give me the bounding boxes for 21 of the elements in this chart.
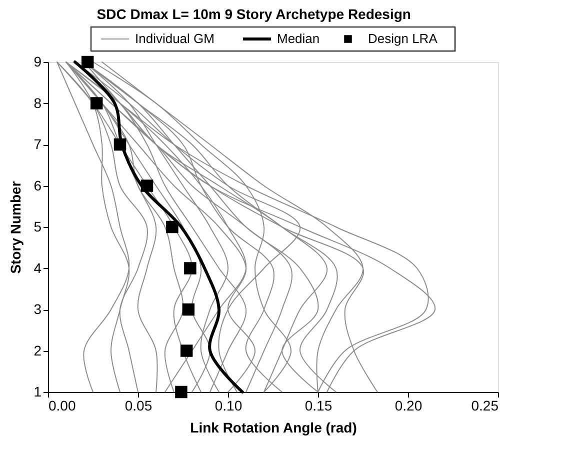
- chart-title: SDC Dmax L= 10m 9 Story Archetype Redesign: [96, 6, 411, 22]
- y-tick-label: 7: [34, 136, 42, 152]
- y-tick-label: 9: [34, 54, 42, 70]
- y-tick-label: 4: [34, 260, 42, 276]
- y-tick-label: 5: [34, 218, 42, 234]
- x-axis-title: Link Rotation Angle (rad): [190, 420, 357, 436]
- x-tick-label: 0.00: [48, 398, 76, 414]
- legend-label: Median: [277, 31, 320, 46]
- x-tick-label: 0.10: [214, 398, 242, 414]
- y-tick-label: 1: [34, 384, 42, 400]
- x-tick-label: 0.05: [124, 398, 152, 414]
- x-tick-label: 0.15: [304, 398, 332, 414]
- y-tick-label: 6: [34, 177, 42, 194]
- y-tick-label: 8: [34, 94, 42, 111]
- y-axis-title: Story Number: [8, 180, 24, 274]
- x-tick-label: 0.25: [471, 398, 499, 414]
- x-tick-label: 0.20: [394, 398, 422, 414]
- legend-label: Design LRA: [368, 31, 438, 46]
- y-tick-label: 3: [34, 301, 42, 317]
- legend-label: Individual GM: [135, 31, 214, 46]
- y-tick-label: 2: [34, 342, 42, 358]
